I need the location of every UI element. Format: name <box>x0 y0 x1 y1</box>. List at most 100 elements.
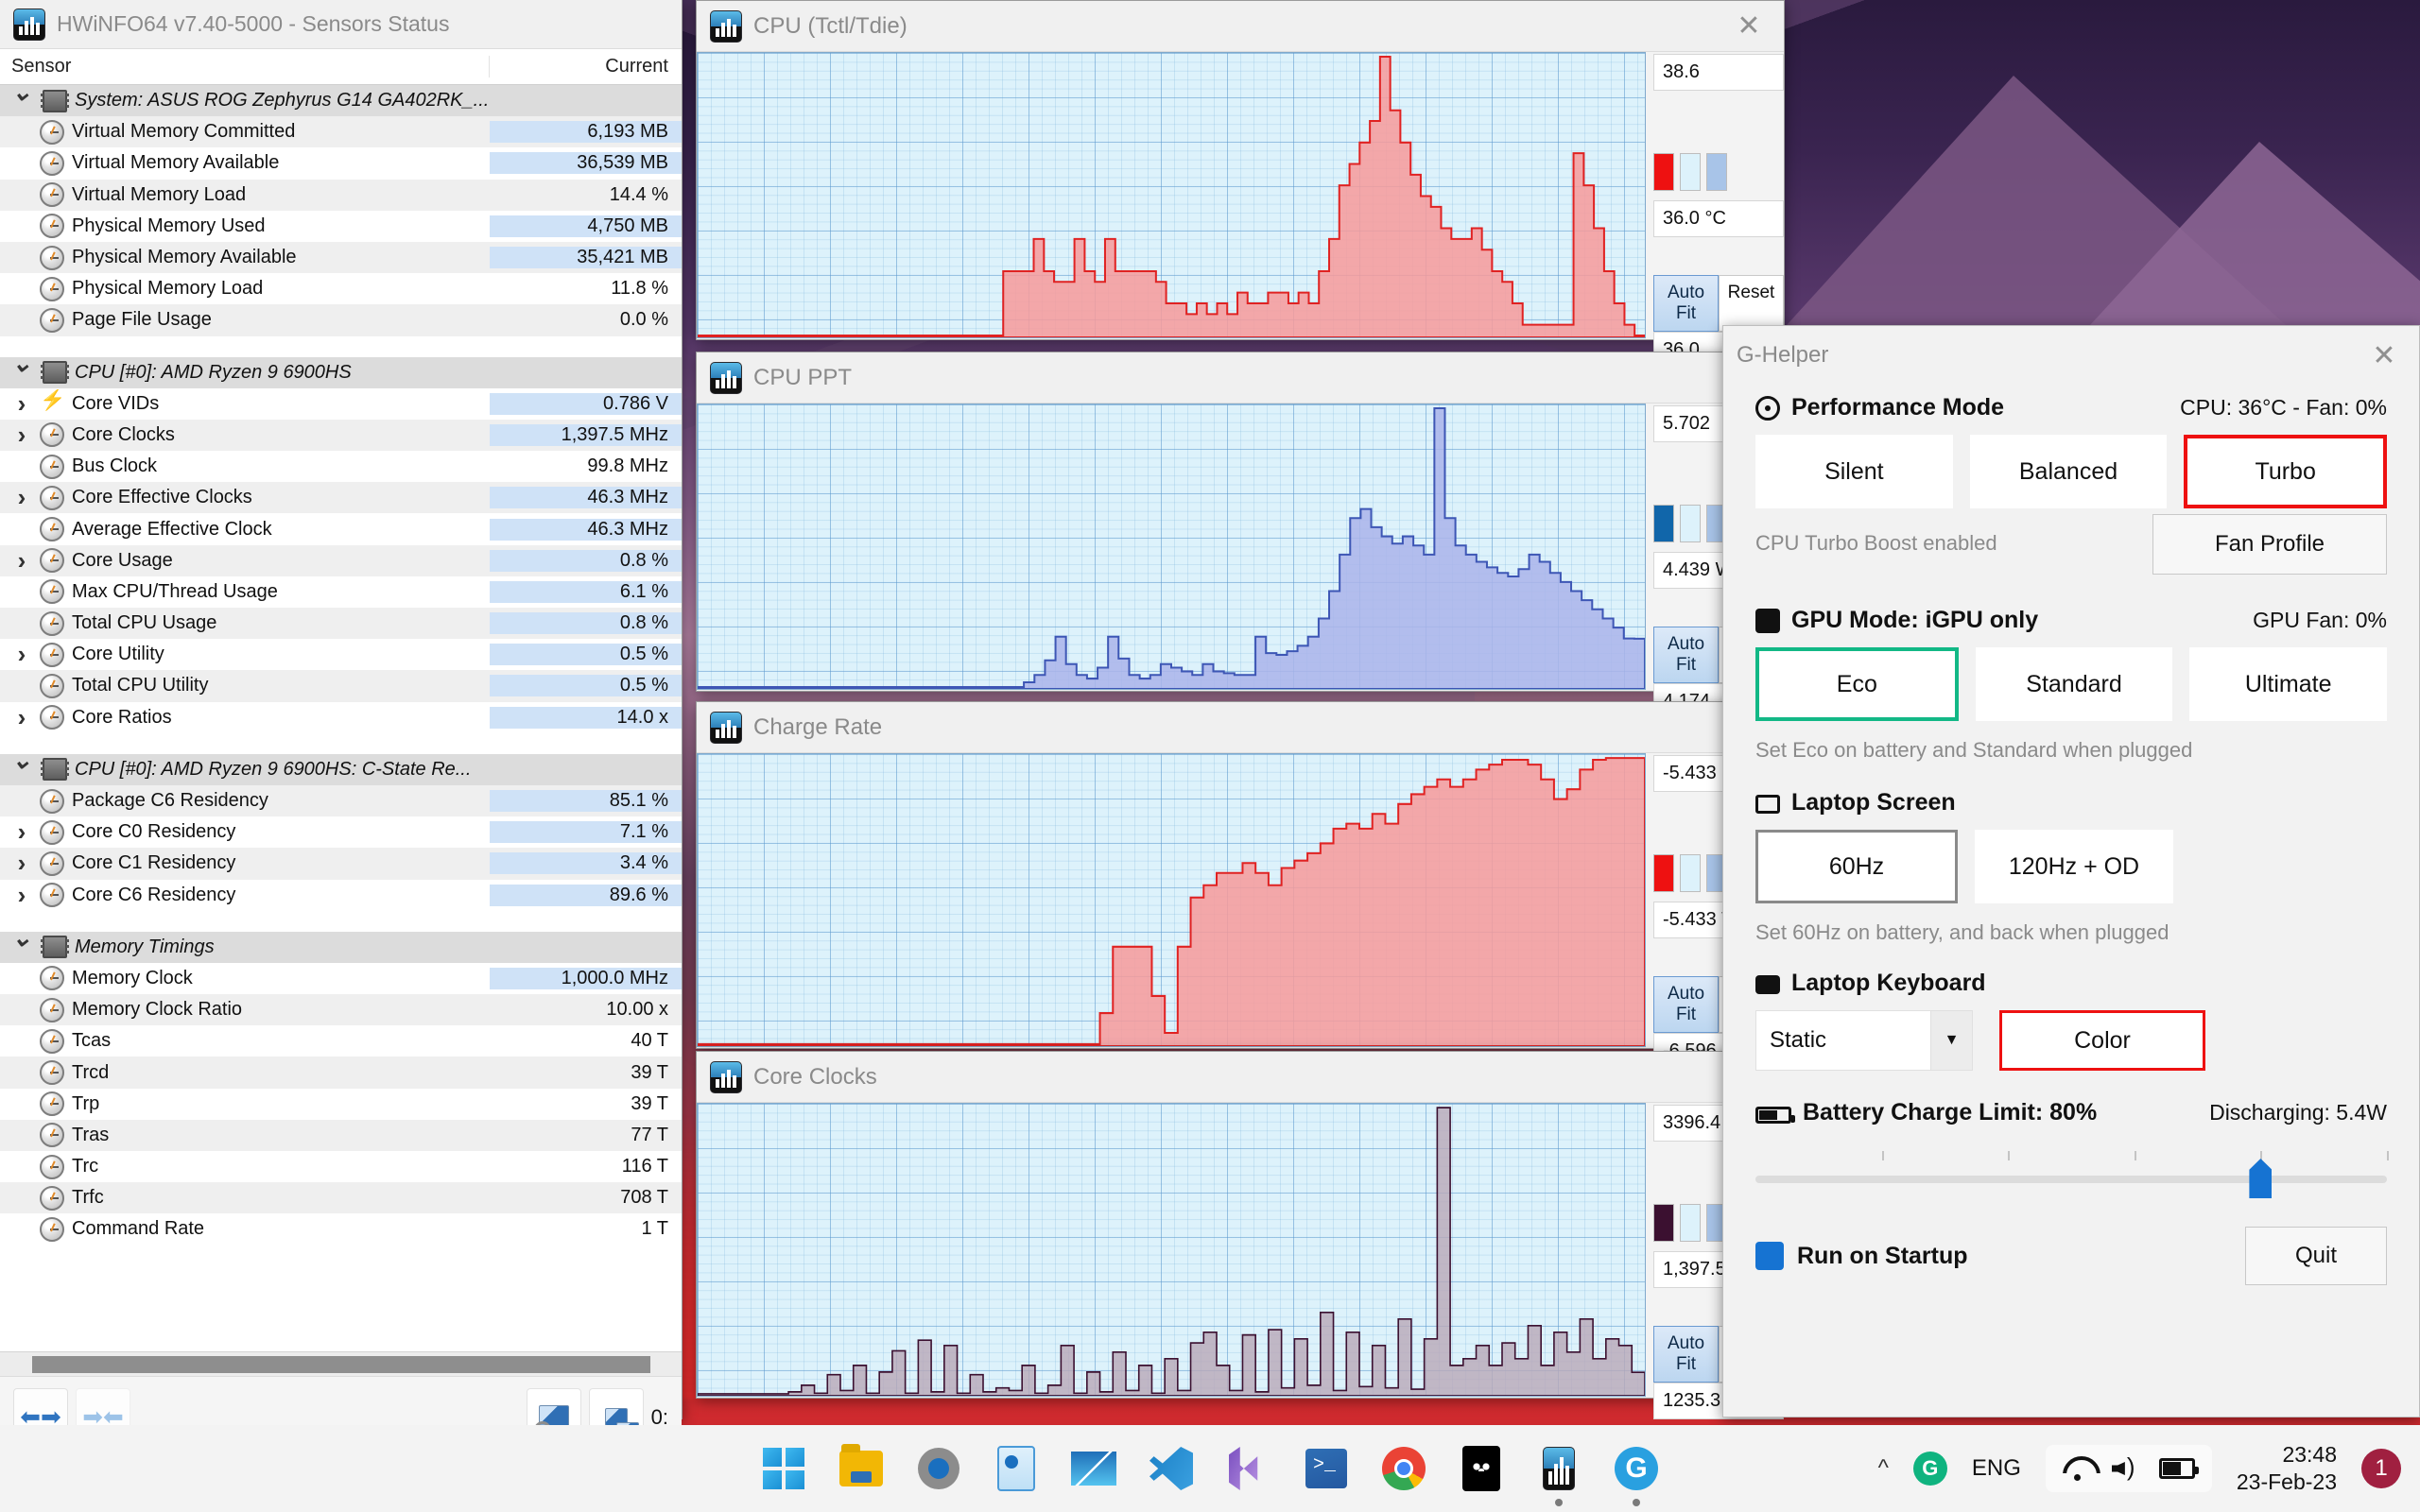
graph-titlebar-cpu-ppt[interactable]: CPU PPT ✕ <box>697 352 1784 404</box>
sensor-row[interactable]: Total CPU Usage 0.8 % <box>0 608 682 640</box>
swatch-background-color[interactable] <box>1680 505 1701 542</box>
tidal-button[interactable] <box>1457 1444 1506 1493</box>
sensor-row[interactable]: Page File Usage 0.0 % <box>0 304 682 336</box>
sensor-row[interactable]: Core C1 Residency 3.4 % <box>0 848 682 880</box>
system-tray[interactable]: ^ G ENG 23:48 23-Feb-23 1 <box>1878 1441 2401 1497</box>
taskbar-app-icons[interactable]: G <box>759 1444 1661 1506</box>
auto-fit-button[interactable]: Auto Fit <box>1653 627 1719 683</box>
sensor-row[interactable]: Core Ratios 14.0 x <box>0 701 682 733</box>
chevron-right-icon[interactable] <box>11 421 32 450</box>
sensor-row[interactable]: Trfc 708 T <box>0 1182 682 1214</box>
sensor-group-row[interactable]: System: ASUS ROG Zephyrus G14 GA402RK_..… <box>0 85 682 117</box>
sensor-row[interactable]: Total CPU Utility 0.5 % <box>0 670 682 702</box>
gpu-mode-ultimate-button[interactable]: Ultimate <box>2189 647 2388 721</box>
chevron-right-icon[interactable] <box>11 483 32 512</box>
graph-titlebar-cpu-tctl[interactable]: CPU (Tctl/Tdie) ✕ <box>697 1 1784 52</box>
windows-taskbar[interactable]: G ^ G ENG 23:48 23-Feb-23 1 <box>0 1425 2420 1512</box>
swatch-background-color[interactable] <box>1680 153 1701 191</box>
chevron-right-icon[interactable] <box>11 389 32 419</box>
close-icon[interactable]: ✕ <box>2372 339 2396 371</box>
vs-code-button[interactable] <box>1147 1444 1196 1493</box>
keyboard-mode-select[interactable]: Static ▼ <box>1755 1010 1973 1071</box>
sensor-row[interactable]: Physical Memory Available 35,421 MB <box>0 241 682 274</box>
sensor-row[interactable]: Trcd 39 T <box>0 1057 682 1089</box>
slider-thumb[interactable] <box>2249 1159 2273 1198</box>
auto-fit-button[interactable]: Auto Fit <box>1653 1326 1719 1383</box>
speaker-icon[interactable] <box>2112 1452 2140 1482</box>
sensor-row[interactable]: Virtual Memory Committed 6,193 MB <box>0 116 682 148</box>
chevron-down-icon[interactable]: ▼ <box>1930 1011 1972 1070</box>
keyboard-color-button[interactable]: Color <box>1999 1010 2205 1071</box>
hwinfo-sensor-list[interactable]: System: ASUS ROG Zephyrus G14 GA402RK_..… <box>0 85 682 1351</box>
sensor-row[interactable]: Bus Clock 99.8 MHz <box>0 451 682 483</box>
chrome-button[interactable] <box>1379 1444 1428 1493</box>
graph-window-cpu-ppt[interactable]: CPU PPT ✕ 5.702 4.439 W Auto Fit Reset <box>696 352 1785 720</box>
start-button[interactable] <box>759 1444 808 1493</box>
sensor-row[interactable]: Tcas 40 T <box>0 1025 682 1057</box>
sensor-row[interactable]: Physical Memory Used 4,750 MB <box>0 210 682 242</box>
clock-and-date[interactable]: 23:48 23-Feb-23 <box>2237 1441 2337 1497</box>
sensor-group-row[interactable]: Memory Timings <box>0 931 682 963</box>
auto-fit-button[interactable]: Auto Fit <box>1653 275 1719 332</box>
run-on-startup-row[interactable]: Run on Startup <box>1755 1242 1968 1270</box>
wifi-icon[interactable] <box>2063 1456 2093 1481</box>
fan-profile-button[interactable]: Fan Profile <box>2152 514 2387 575</box>
chevron-up-icon[interactable]: ^ <box>1877 1455 1889 1481</box>
chevron-right-icon[interactable] <box>11 703 32 732</box>
graph-window-core-clocks[interactable]: Core Clocks ✕ 3396.4 1,397.5 MHz Auto Fi… <box>696 1051 1785 1419</box>
screen-60hz-button[interactable]: 60Hz <box>1755 830 1958 903</box>
plot-area-cpu-tctl[interactable] <box>697 52 1646 338</box>
sensor-group-row[interactable]: CPU [#0]: AMD Ryzen 9 6900HS: C-State Re… <box>0 753 682 785</box>
sensor-row[interactable]: Virtual Memory Available 36,539 MB <box>0 147 682 180</box>
chevron-down-icon[interactable] <box>11 937 32 956</box>
startup-toggle[interactable] <box>1755 1242 1784 1270</box>
plot-area-core-clocks[interactable] <box>697 1103 1646 1397</box>
ghelper-titlebar[interactable]: G-Helper ✕ <box>1723 326 2419 385</box>
column-header-current[interactable]: Current <box>605 56 668 77</box>
chevron-right-icon[interactable] <box>11 546 32 576</box>
hwinfo-titlebar[interactable]: HWiNFO64 v7.40-5000 - Sensors Status <box>0 0 682 49</box>
hwinfo-horizontal-scrollbar[interactable] <box>0 1351 682 1376</box>
chevron-right-icon[interactable] <box>11 817 32 847</box>
sensor-row[interactable]: Tras 77 T <box>0 1119 682 1151</box>
graph-window-cpu-tctl[interactable]: CPU (Tctl/Tdie) ✕ 38.6 36.0 °C Auto Fit <box>696 0 1785 369</box>
column-header-sensor[interactable]: Sensor <box>0 56 490 77</box>
plot-area-cpu-ppt[interactable] <box>697 404 1646 690</box>
quick-settings-group[interactable] <box>2045 1445 2212 1492</box>
settings-button[interactable] <box>914 1444 963 1493</box>
sensor-row[interactable]: Core C6 Residency 89.6 % <box>0 879 682 911</box>
quit-button[interactable]: Quit <box>2245 1227 2387 1285</box>
swatch-main-color[interactable] <box>1653 854 1674 892</box>
gpu-mode-standard-button[interactable]: Standard <box>1975 647 2173 721</box>
gpu-mode-buttons[interactable]: Eco Standard Ultimate <box>1755 647 2388 721</box>
graph-titlebar-charge-rate[interactable]: Charge Rate ✕ <box>697 702 1784 753</box>
close-icon[interactable]: ✕ <box>1737 10 1761 42</box>
mail-button[interactable] <box>1069 1444 1118 1493</box>
graph-titlebar-core-clocks[interactable]: Core Clocks ✕ <box>697 1052 1784 1103</box>
sensor-row[interactable]: Memory Clock Ratio 10.00 x <box>0 994 682 1026</box>
battery-icon[interactable] <box>2158 1458 2199 1479</box>
performance-mode-buttons[interactable]: Silent Balanced Turbo <box>1755 435 2388 508</box>
chevron-right-icon[interactable] <box>11 849 32 878</box>
sensor-row[interactable]: Core VIDs 0.786 V <box>0 387 682 420</box>
perf-mode-turbo-button[interactable]: Turbo <box>2184 435 2388 508</box>
chevron-down-icon[interactable] <box>11 363 32 382</box>
powershell-button[interactable] <box>1302 1444 1351 1493</box>
control-panel-button[interactable] <box>992 1444 1041 1493</box>
sensor-row[interactable]: Trc 116 T <box>0 1151 682 1183</box>
screen-120hz-od-button[interactable]: 120Hz + OD <box>1975 830 2173 903</box>
notification-badge[interactable]: 1 <box>2361 1449 2401 1488</box>
sensor-row[interactable]: Package C6 Residency 85.1 % <box>0 784 682 817</box>
chevron-right-icon[interactable] <box>11 640 32 669</box>
scrollbar-thumb[interactable] <box>32 1356 650 1373</box>
screen-refresh-buttons[interactable]: 60Hz 120Hz + OD <box>1755 830 2387 903</box>
auto-fit-button[interactable]: Auto Fit <box>1653 976 1719 1033</box>
swatch-main-color[interactable] <box>1653 1204 1674 1242</box>
sensor-group-row[interactable]: CPU [#0]: AMD Ryzen 9 6900HS <box>0 356 682 388</box>
battery-charge-limit-slider[interactable] <box>1755 1151 2389 1204</box>
sensor-row[interactable]: Core C0 Residency 7.1 % <box>0 816 682 849</box>
g-badge-icon[interactable]: G <box>1912 1452 1947 1486</box>
language-indicator[interactable]: ENG <box>1971 1455 2021 1481</box>
graph-window-charge-rate[interactable]: Charge Rate ✕ -5.433 -5.433 W Auto Fit <box>696 701 1785 1070</box>
graph-fit-controls[interactable]: Auto Fit Reset <box>1653 275 1784 332</box>
